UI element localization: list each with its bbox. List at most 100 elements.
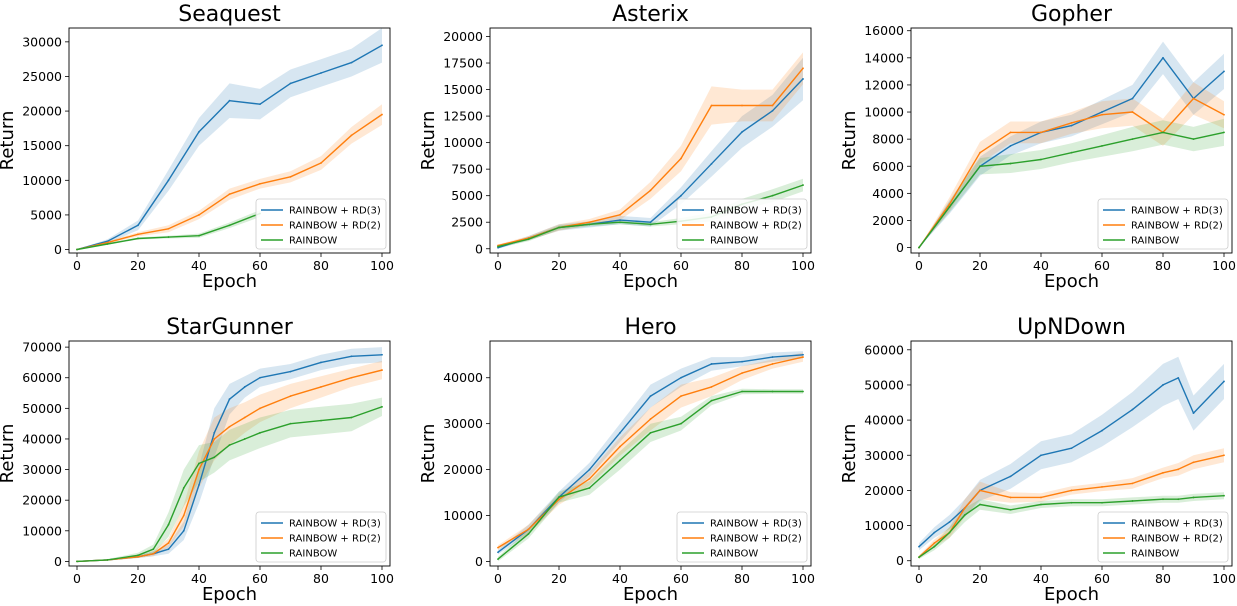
data-point-base: [228, 224, 231, 227]
chart-title: Asterix: [612, 2, 689, 27]
legend-box: [1097, 198, 1229, 250]
x-tick-label: 60: [673, 258, 689, 273]
data-point-rd3: [588, 468, 591, 471]
data-point-base: [771, 390, 774, 393]
data-point-rd3: [1070, 124, 1073, 127]
data-point-base: [1192, 496, 1195, 499]
data-point-base: [933, 545, 936, 548]
legend-label-rd2: RAINBOW + RD(2): [289, 534, 381, 545]
data-point-rd2: [1040, 496, 1042, 499]
series-band-base: [77, 397, 382, 562]
axes-frame: [68, 340, 391, 567]
chart-panel-hero: Hero Epoch Return 0 20 40 60 80 100 0 10000 20000 30…: [418, 315, 815, 605]
y-tick-label: 6000: [872, 159, 904, 174]
legend-label-rd2: RAINBOW + RD(2): [710, 221, 802, 232]
x-tick-label: 40: [191, 571, 207, 586]
data-point-rd2: [1009, 496, 1012, 499]
x-tick-label: 60: [252, 571, 268, 586]
y-axis-label: Return: [839, 424, 860, 484]
data-point-base: [1009, 162, 1012, 165]
x-tick-label: 40: [612, 258, 628, 273]
y-axis-label: Return: [0, 111, 18, 171]
data-point-rd2: [1223, 454, 1225, 457]
plot-area: [918, 41, 1225, 249]
data-point-base: [558, 496, 560, 499]
legend-label-rd3: RAINBOW + RD(3): [289, 206, 381, 217]
x-tick-label: 20: [551, 571, 567, 586]
y-tick-label: 0: [896, 553, 904, 568]
data-point-base: [741, 390, 743, 393]
y-tick-label: 17500: [443, 56, 483, 71]
data-point-base: [1131, 138, 1134, 141]
data-point-rd2: [137, 555, 139, 558]
data-point-rd2: [588, 477, 591, 480]
y-tick-label: 7500: [451, 162, 483, 177]
data-point-rd2: [167, 227, 170, 230]
data-point-rd3: [1223, 380, 1225, 383]
data-point-base: [527, 238, 530, 241]
data-point-rd2: [137, 233, 139, 236]
series-band-rd2: [498, 52, 803, 247]
x-tick-label: 0: [915, 258, 923, 273]
data-point-base: [1192, 138, 1195, 141]
data-point-base: [979, 165, 981, 168]
data-point-base: [1040, 503, 1042, 506]
y-tick-label: 40000: [864, 413, 904, 428]
y-tick-label: 30000: [443, 416, 483, 431]
y-tick-label: 20000: [22, 493, 62, 508]
x-tick-label: 20: [972, 258, 988, 273]
data-point-rd3: [771, 109, 774, 112]
data-point-rd3: [1131, 97, 1134, 100]
data-point-rd2: [1192, 461, 1195, 464]
data-point-base: [948, 531, 951, 534]
x-tick-label: 80: [313, 258, 329, 273]
x-tick-label: 20: [130, 571, 146, 586]
x-axis-label: Epoch: [1044, 271, 1099, 292]
data-point-rd2: [152, 552, 155, 555]
legend-label-rd3: RAINBOW + RD(3): [710, 519, 802, 530]
data-point-base: [588, 223, 591, 226]
legend-label-base: RAINBOW: [289, 236, 337, 247]
data-point-rd3: [320, 361, 322, 364]
data-point-rd3: [381, 44, 383, 47]
data-point-rd2: [289, 175, 292, 178]
data-point-base: [918, 246, 920, 249]
data-point-rd3: [918, 545, 920, 548]
legend-box: [255, 511, 387, 563]
data-point-base: [1177, 498, 1180, 501]
y-tick-label: 16000: [864, 23, 904, 38]
x-tick-label: 20: [551, 258, 567, 273]
y-tick-label: 10000: [864, 105, 904, 120]
y-tick-label: 0: [54, 554, 62, 569]
axes-frame: [489, 27, 812, 254]
data-point-base: [198, 462, 200, 465]
axes-frame: [489, 340, 812, 567]
x-tick-label: 80: [734, 571, 750, 586]
data-point-rd2: [948, 203, 951, 206]
data-point-rd2: [320, 386, 322, 388]
x-tick-label: 0: [494, 571, 502, 586]
data-point-rd3: [381, 353, 383, 356]
x-tick-label: 60: [1094, 258, 1110, 273]
data-point-rd3: [182, 529, 185, 532]
legend-box: [676, 198, 808, 250]
data-point-rd2: [649, 418, 652, 420]
data-point-rd2: [979, 489, 981, 492]
data-point-base: [137, 237, 139, 240]
series-band-rd2: [919, 82, 1224, 248]
y-axis-label: Return: [418, 111, 439, 171]
data-point-base: [381, 405, 383, 408]
legend-label-base: RAINBOW: [710, 236, 758, 247]
data-point-base: [710, 399, 713, 402]
x-tick-label: 100: [791, 571, 815, 586]
data-point-rd3: [802, 78, 804, 80]
data-point-base: [1070, 151, 1073, 154]
data-point-rd2: [213, 438, 216, 440]
axes-frame: [910, 340, 1233, 567]
legend-label-base: RAINBOW: [1131, 236, 1179, 247]
data-point-rd3: [802, 353, 804, 356]
data-point-rd2: [802, 67, 804, 70]
data-point-rd3: [320, 72, 322, 74]
legend-label-rd3: RAINBOW + RD(3): [710, 206, 802, 217]
